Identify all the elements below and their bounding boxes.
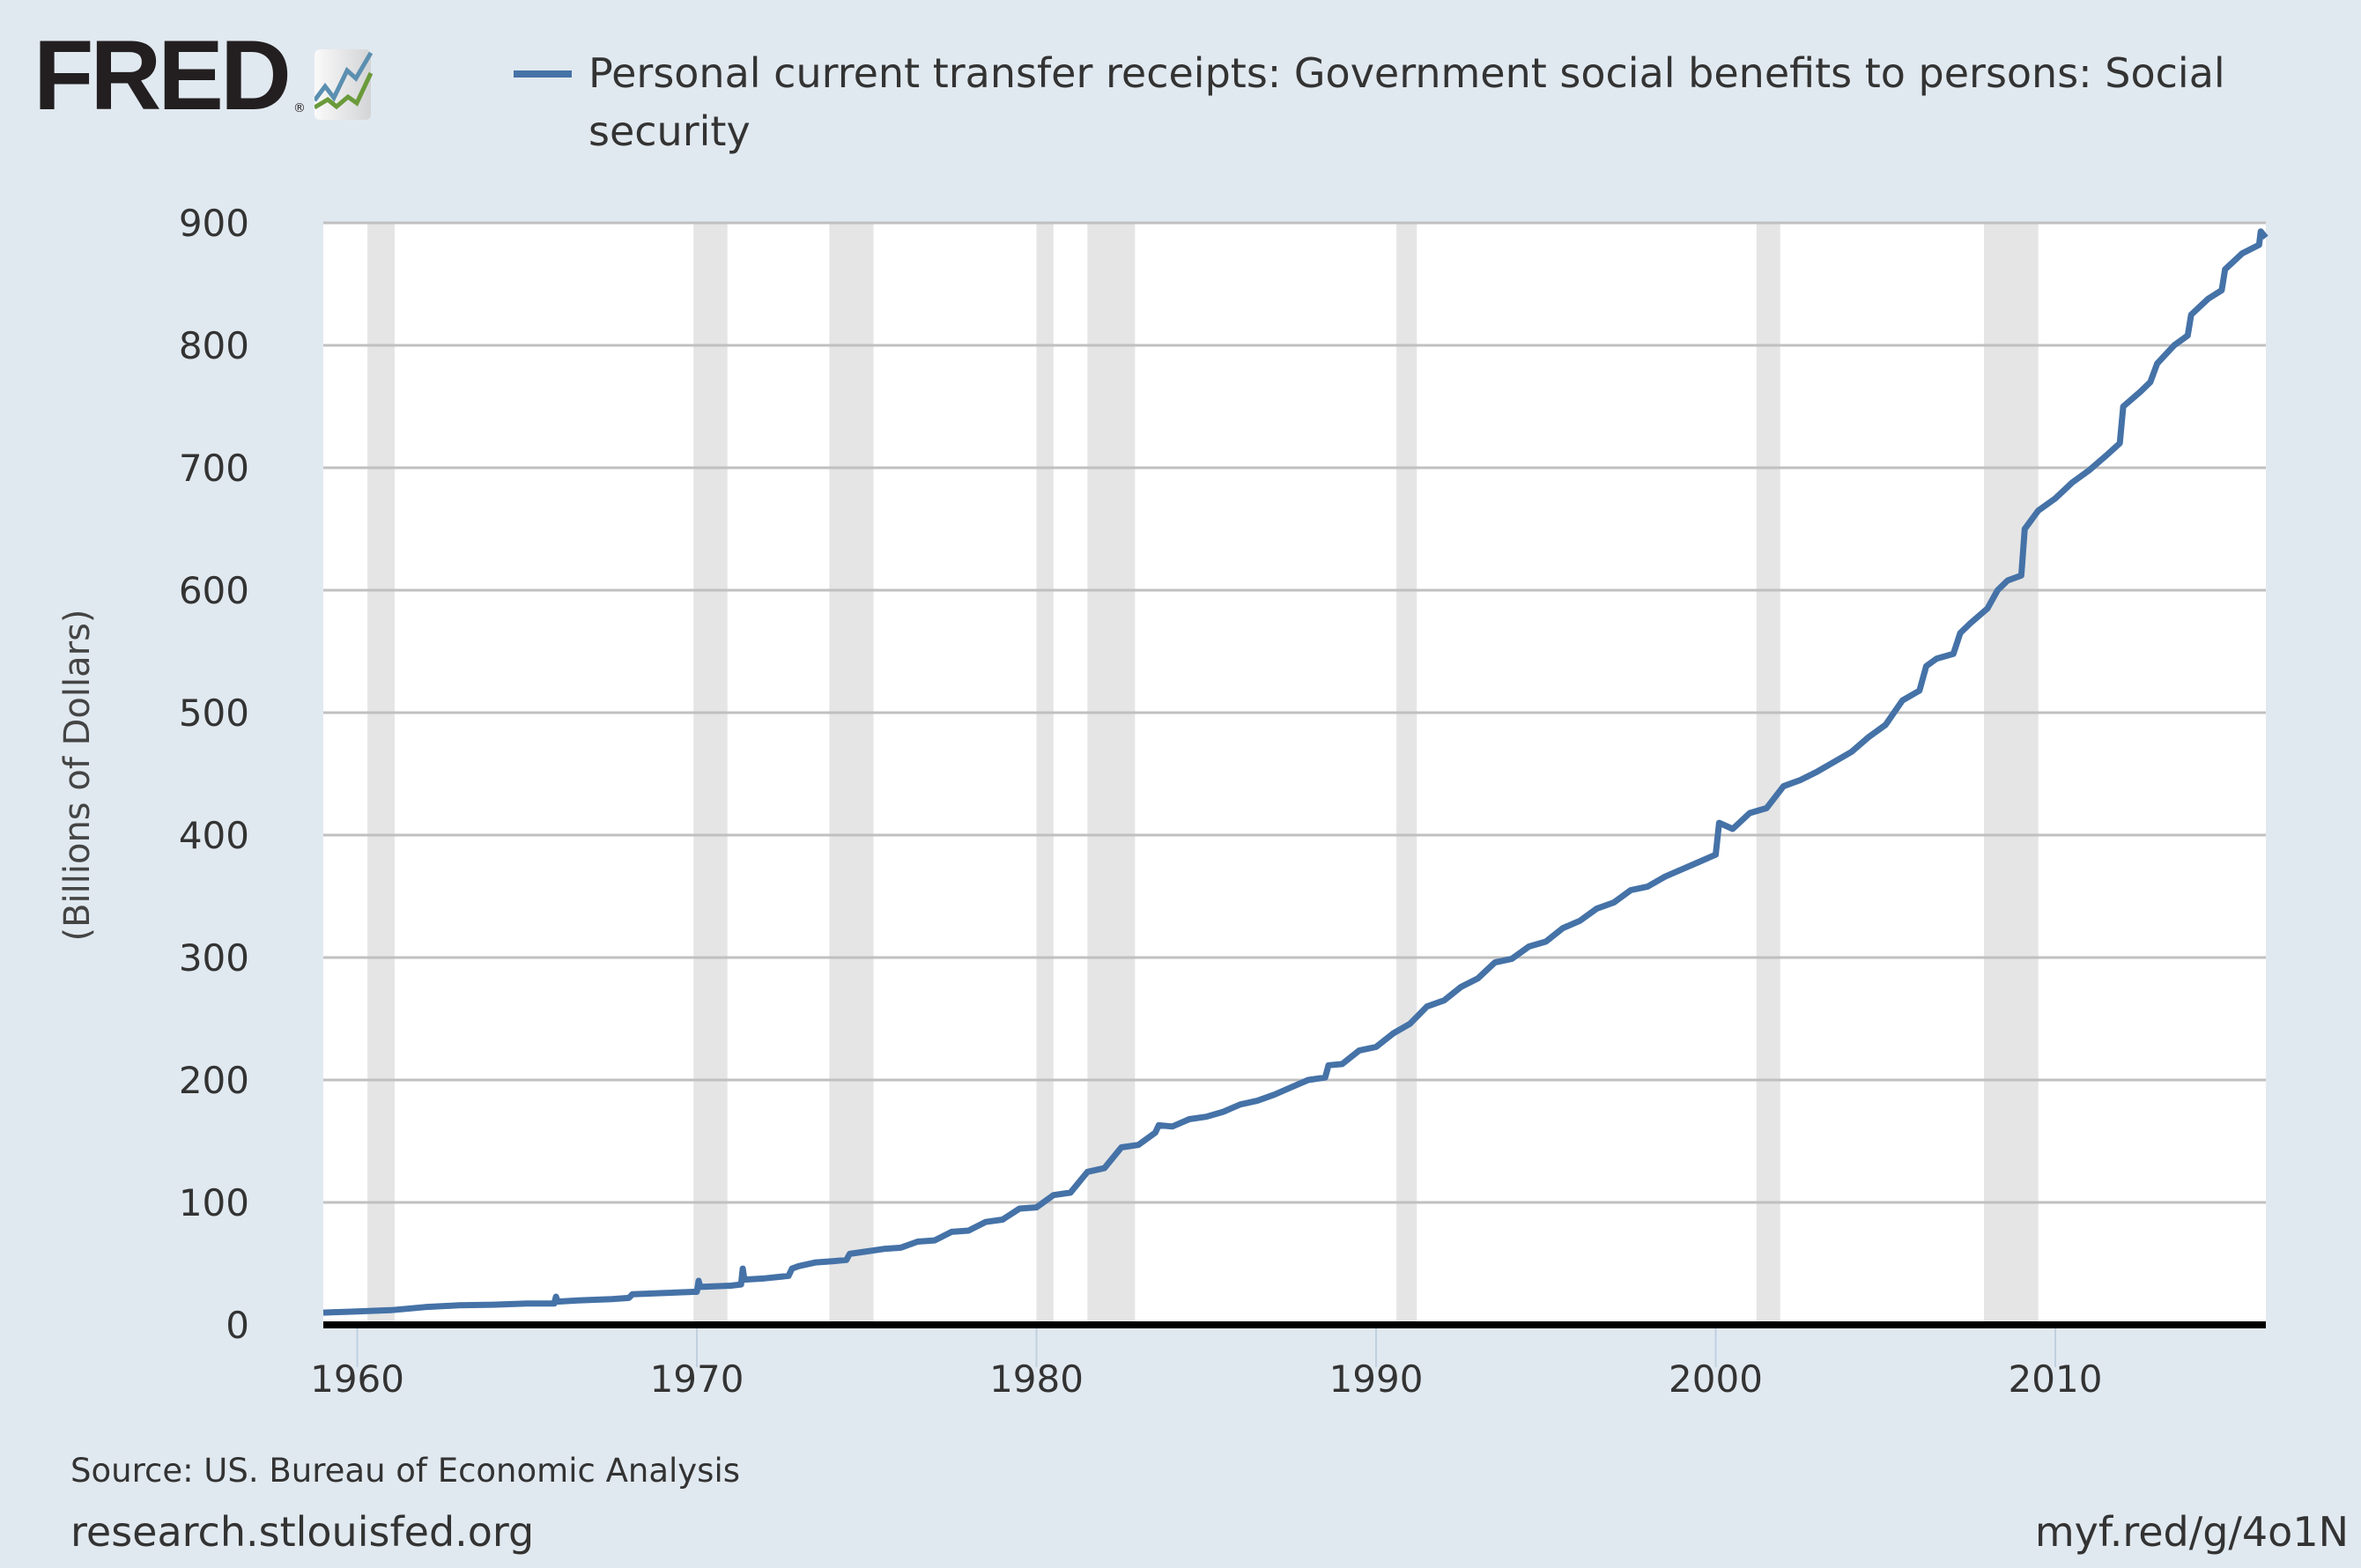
y-tick-label: 600 <box>179 569 249 612</box>
y-tick-label: 400 <box>179 814 249 857</box>
x-tick-label: 1970 <box>650 1357 744 1401</box>
gridlines <box>323 221 2266 1204</box>
short-url-link[interactable]: myf.red/g/4o1N <box>2034 1508 2349 1556</box>
recession-band <box>1756 223 1780 1325</box>
y-tick-label: 700 <box>179 447 249 490</box>
site-link[interactable]: research.stlouisfed.org <box>70 1508 535 1556</box>
plot-area <box>323 223 2266 1325</box>
recession-band <box>693 223 728 1325</box>
x-tick-label: 1980 <box>989 1357 1084 1401</box>
y-tick-label: 800 <box>179 324 249 367</box>
x-tick-label: 1990 <box>1329 1357 1424 1401</box>
recession-band <box>1984 223 2039 1325</box>
y-tick-label: 900 <box>179 202 249 245</box>
fred-logo: FRED ® <box>33 26 373 125</box>
recession-band <box>829 223 874 1325</box>
fred-logo-text: FRED <box>33 20 292 130</box>
series-line <box>322 228 2268 1316</box>
registered-mark: ® <box>292 101 306 115</box>
x-tick-label: 2010 <box>2009 1357 2103 1401</box>
x-tick-labels: 1960 1970 1980 1990 2000 2010 <box>310 1328 2102 1401</box>
recession-band <box>1087 223 1136 1325</box>
y-tick-label: 200 <box>179 1059 249 1102</box>
recession-bands <box>367 223 2039 1325</box>
source-note: Source: US. Bureau of Economic Analysis <box>70 1452 741 1490</box>
y-tick-labels: 0 100 200 300 400 500 600 700 800 900 <box>179 202 249 1347</box>
fred-chart-icon <box>314 49 373 120</box>
y-tick-label: 0 <box>226 1304 249 1347</box>
legend-swatch <box>514 70 572 78</box>
y-tick-label: 500 <box>179 692 249 735</box>
legend-label: Personal current transfer receipts: Gove… <box>588 49 2225 155</box>
recession-band <box>1396 223 1417 1325</box>
x-tick-label: 1960 <box>310 1357 404 1401</box>
x-tick-label: 2000 <box>1669 1357 1763 1401</box>
y-tick-label: 300 <box>179 936 249 980</box>
y-axis-title: (Billions of Dollars) <box>57 609 98 942</box>
y-tick-label: 100 <box>179 1181 249 1224</box>
recession-band <box>1036 223 1054 1325</box>
recession-band <box>367 223 395 1325</box>
